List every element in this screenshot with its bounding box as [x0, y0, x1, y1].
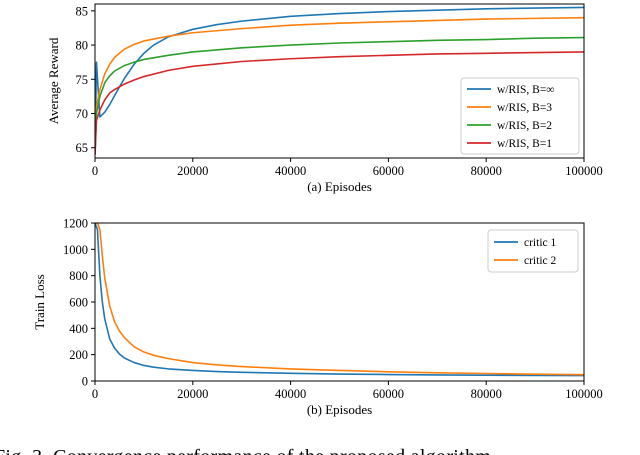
x-tick-label: 40000 — [275, 387, 306, 401]
x-tick-label: 80000 — [471, 387, 502, 401]
legend-label-1: w/RIS, B=∞ — [497, 84, 555, 96]
x-tick-label: 60000 — [373, 387, 404, 401]
x-axis-label: (b) Episodes — [307, 402, 372, 417]
x-tick-label: 100000 — [565, 387, 603, 401]
y-tick-label: 1200 — [63, 217, 88, 231]
y-tick-label: 75 — [76, 73, 89, 87]
series-line-3 — [95, 36, 584, 155]
legend: critic 1 critic 2 — [487, 229, 579, 273]
legend-label-1: critic 1 — [524, 237, 556, 249]
y-tick-label: 85 — [76, 4, 89, 18]
y-tick-label: 1000 — [63, 243, 88, 257]
series-line-1 — [95, 6, 584, 155]
legend-label-4: w/RIS, B=1 — [497, 138, 552, 150]
y-tick-label: 70 — [76, 107, 89, 121]
plot-frame — [94, 3, 585, 159]
y-tick-label: 0 — [82, 375, 88, 389]
series-line-1 — [95, 223, 584, 377]
series-line-4 — [95, 51, 584, 155]
x-tick-label: 20000 — [177, 387, 208, 401]
x-tick-label: 80000 — [471, 164, 502, 178]
figure-caption: Fig. 3. Convergence performance of the p… — [0, 446, 491, 455]
legend-label-2: critic 2 — [524, 255, 556, 267]
series-line-2 — [95, 223, 584, 376]
legend-label-3: w/RIS, B=2 — [497, 120, 552, 132]
legend-label-2: w/RIS, B=3 — [497, 102, 552, 114]
y-tick-label: 80 — [76, 39, 89, 53]
y-tick-label: 200 — [69, 348, 88, 362]
x-tick-label: 0 — [92, 164, 98, 178]
series-line-2 — [95, 16, 584, 155]
legend: w/RIS, B=∞ w/RIS, B=3 w/RIS, B=2 w/RIS, B=1 — [460, 77, 580, 155]
y-tick-label: 65 — [76, 141, 89, 155]
x-tick-label: 100000 — [565, 164, 603, 178]
y-tick-label: 400 — [69, 322, 88, 336]
x-axis-label: (a) Episodes — [307, 179, 372, 194]
legend-box — [460, 77, 580, 155]
y-axis-label: Train Loss — [32, 274, 47, 330]
y-tick-label: 600 — [69, 296, 88, 310]
y-tick-label: 800 — [69, 269, 88, 283]
x-tick-label: 0 — [92, 387, 98, 401]
x-tick-label: 60000 — [373, 164, 404, 178]
x-tick-label: 40000 — [275, 164, 306, 178]
panel-b-loss-chart: 0 20000 40000 60000 80000 100000 0 200 400 600 800… — [32, 217, 603, 418]
panel-a-reward-chart: 0 20000 40000 60000 80000 100000 65 70 75 80 85 (a)… — [46, 3, 603, 194]
x-tick-label: 20000 — [177, 164, 208, 178]
legend-box — [487, 229, 579, 273]
y-axis-label: Average Reward — [46, 37, 61, 124]
